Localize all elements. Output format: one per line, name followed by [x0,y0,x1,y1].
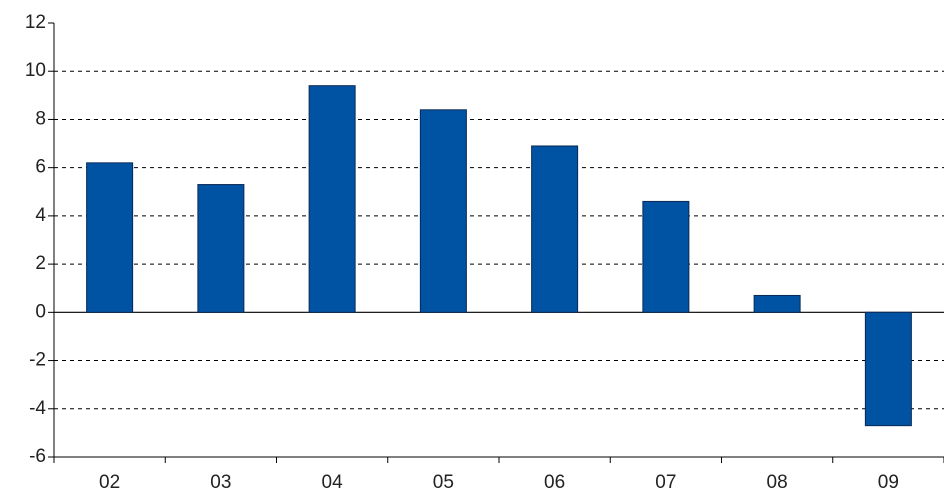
x-tick-label: 06 [544,472,565,493]
x-tick-label: 09 [878,472,899,493]
x-tick-label: 05 [433,472,454,493]
y-tick-label: -4 [29,398,46,419]
x-tick-label: 07 [655,472,676,493]
y-tick-label: -6 [29,446,46,467]
bar [753,294,801,313]
bar [86,162,134,313]
x-tick-label: 04 [322,472,344,493]
bar [531,145,579,313]
bar [419,109,467,313]
y-tick-label: 8 [35,108,46,129]
y-tick-label: 0 [35,301,46,322]
bar [308,85,356,313]
y-tick-label: -2 [29,350,46,371]
y-tick-label: 10 [25,60,46,81]
bar [197,184,245,313]
x-tick-label: 08 [767,472,788,493]
bar [642,200,690,313]
y-tick-label: 4 [35,205,46,226]
y-tick-label: 12 [25,12,46,33]
bar [864,311,912,427]
y-tick-label: 2 [35,253,46,274]
x-tick-label: 02 [99,472,120,493]
x-tick-label: 03 [210,472,231,493]
y-tick-label: 6 [35,157,46,178]
